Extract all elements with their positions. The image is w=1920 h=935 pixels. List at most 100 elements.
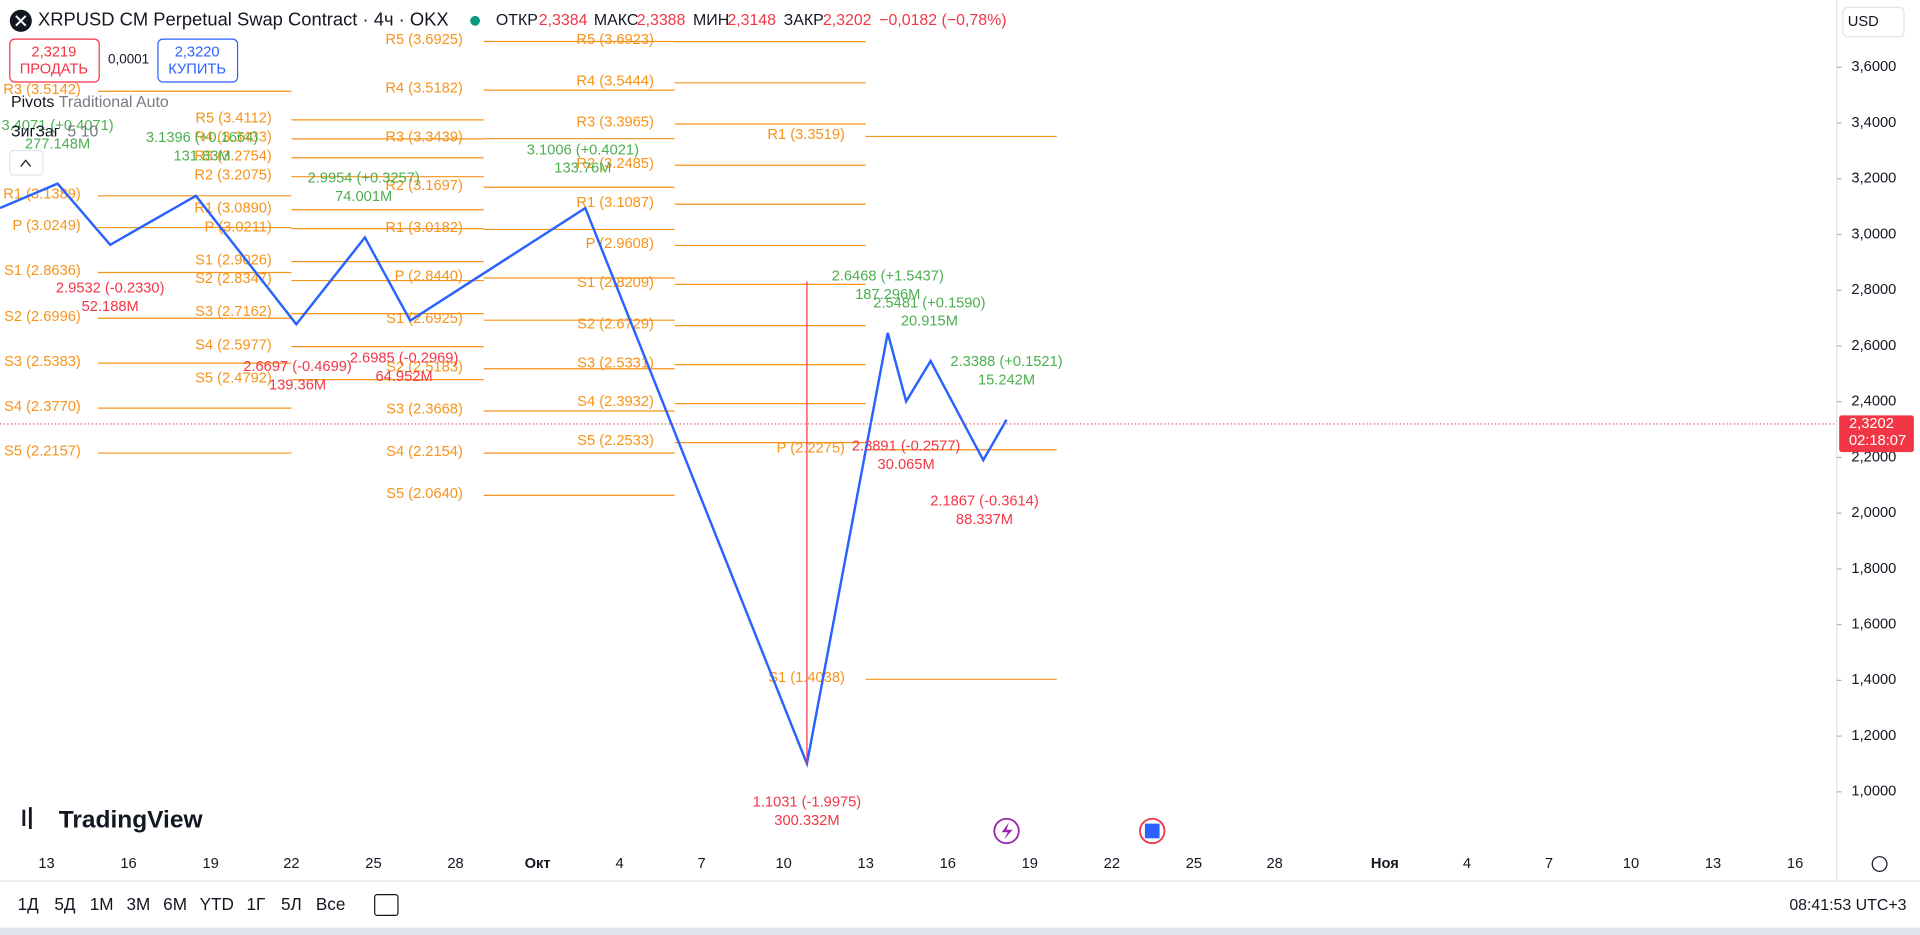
date-tick-label: 13	[858, 856, 874, 872]
pivot-label: R5 (3.6925)	[385, 32, 463, 48]
sell-button[interactable]	[9, 38, 100, 83]
date-tick-label: 10	[1623, 856, 1639, 872]
zigzag-price: 2.6985 (-0.2969)	[350, 350, 459, 366]
indicator-name[interactable]: ЗигЗаг	[11, 123, 60, 140]
news-flag	[1144, 823, 1160, 839]
date-tick-label: 10	[776, 856, 792, 872]
zigzag-price: 1.1031 (-1.9975)	[753, 795, 862, 811]
date-tick-label: 7	[698, 856, 706, 872]
pivot-label: P (2.8440)	[395, 269, 463, 285]
range-button[interactable]: Все	[316, 894, 346, 914]
zigzag-volume: 52.188M	[82, 299, 139, 315]
pivot-label: S3 (2.5331)	[577, 355, 654, 371]
zigzag-price: 3.1006 (+0.4021)	[527, 142, 639, 158]
zigzag-volume: 20.915M	[901, 314, 958, 330]
date-range-icon[interactable]	[374, 894, 399, 917]
indicator-name[interactable]: Pivots	[11, 94, 54, 111]
pivot-label: P (3.0249)	[13, 218, 81, 234]
zigzag-volume: 300.332M	[774, 813, 839, 829]
zigzag-price: 2.3388 (+0.1521)	[950, 354, 1062, 370]
date-tick-label: 25	[365, 856, 381, 872]
pivot-label: S1 (2.9026)	[195, 252, 272, 268]
pivot-label: R4 (3.5444)	[576, 73, 654, 89]
range-button[interactable]: 5Д	[54, 894, 76, 914]
date-tick-label: Окт	[525, 856, 551, 872]
market-status	[470, 15, 480, 26]
price-tick-label: 3,2000	[1851, 171, 1896, 187]
pivot-label: S2 (2.6996)	[4, 309, 81, 325]
date-tick-label: 13	[1705, 856, 1721, 872]
zigzag-labels: 3.4071 (+0.4071) 277.148M 3.1396 (+0.1664)…	[1, 118, 1062, 829]
last-price-tag	[1839, 415, 1914, 453]
last-price: 2,3202	[1849, 416, 1894, 432]
event-icon-bolt	[1001, 822, 1013, 840]
price-tick-label: 1,4000	[1851, 672, 1896, 688]
pivot-label: R4 (3.3433)	[194, 129, 272, 145]
zigzag-price: 2.1867 (-0.3614)	[930, 494, 1039, 510]
price-tick-label: 2,2000	[1851, 449, 1896, 465]
range-button[interactable]: 3М	[126, 894, 150, 914]
price-tick-label: 2,6000	[1851, 338, 1896, 354]
buy-button[interactable]	[157, 38, 239, 83]
zigzag-volume: 30.065M	[878, 457, 935, 473]
pivot-label: R5 (3.4112)	[195, 111, 271, 127]
range-toolbar: 1Д 5Д 1М 3М 6М YTD 1Г 5Л Все	[18, 894, 346, 914]
price-tick-label: 3,6000	[1851, 59, 1896, 75]
date-tick-label: 7	[1545, 856, 1553, 872]
pivot-label: R1 (3.1087)	[576, 195, 654, 211]
zigzag-line	[0, 182, 1008, 769]
open-label: ОТКР	[496, 12, 538, 29]
zigzag-volume: 277.148M	[25, 136, 90, 152]
zigzag-volume: 187.296M	[855, 287, 920, 303]
buy-label: КУПИТЬ	[168, 62, 226, 78]
pivot-label: R2 (3.1697)	[385, 178, 463, 194]
high-label: МАКС	[594, 12, 638, 29]
zigzag-price: 3.4071 (+0.4071)	[1, 118, 113, 134]
collapse-button[interactable]	[9, 149, 44, 176]
clock: 08:41:53 UTC+3	[1789, 897, 1906, 914]
pivot-label: S5 (2.0640)	[386, 486, 463, 502]
buy-price: 2,3220	[175, 45, 220, 61]
price-tick-label: 2,0000	[1851, 505, 1896, 521]
pivot-label: R3 (3.3439)	[385, 129, 463, 145]
range-button[interactable]: 1М	[90, 894, 114, 914]
pivot-label: S5 (2.2157)	[4, 444, 81, 460]
zigzag-price: 2.9954 (+0.3257)	[308, 171, 420, 187]
zigzag-volume: 15.242M	[978, 372, 1035, 388]
price-tick-label: 1,6000	[1851, 617, 1896, 633]
currency-select[interactable]	[1842, 6, 1905, 38]
date-tick-label: 4	[616, 856, 624, 872]
pivot-label: R1 (3.3519)	[767, 127, 845, 143]
pivot-label: R5 (3.6923)	[576, 32, 654, 48]
pivot-label: R2 (3.2075)	[194, 167, 272, 183]
range-button[interactable]: 5Л	[281, 894, 302, 914]
date-tick-label: 19	[1022, 856, 1038, 872]
range-button[interactable]: 6М	[163, 894, 187, 914]
pivot-label: S4 (2.3932)	[577, 394, 654, 410]
date-tick-label: Ноя	[1371, 856, 1399, 872]
range-button[interactable]: 1Д	[18, 894, 40, 914]
high-value: 2,3388	[637, 12, 686, 29]
pivot-label: S3 (2.7162)	[195, 304, 272, 320]
zigzag-volume: 64.952M	[376, 369, 433, 385]
countdown: 02:18:07	[1849, 433, 1906, 449]
price-tick-label: 1,0000	[1851, 784, 1896, 800]
zigzag-price: 3.1396 (+0.1664)	[146, 130, 258, 146]
symbol-title: XRPUSD CM Perpetual Swap Contract · 4ч ·…	[38, 9, 449, 30]
date-tick-label: 16	[1787, 856, 1803, 872]
pivot-label: S2 (2.8347)	[195, 271, 272, 287]
price-tick-label: 2,8000	[1851, 282, 1896, 298]
date-tick-label: 16	[120, 856, 136, 872]
range-button[interactable]: YTD	[200, 894, 234, 914]
pivot-label: S4 (2.3770)	[4, 399, 81, 415]
range-button[interactable]: 1Г	[247, 894, 266, 914]
change-value: −0,0182 (−0,78%)	[879, 12, 1006, 29]
settings-icon[interactable]	[1871, 856, 1888, 872]
close-label: ЗАКР	[784, 12, 824, 29]
date-tick-label: 4	[1463, 856, 1471, 872]
indicator-params: Traditional Auto	[59, 94, 169, 111]
brand-icon: 〢	[15, 807, 39, 834]
low-label: МИН	[693, 12, 729, 29]
price-tick-label: 1,2000	[1851, 728, 1896, 744]
